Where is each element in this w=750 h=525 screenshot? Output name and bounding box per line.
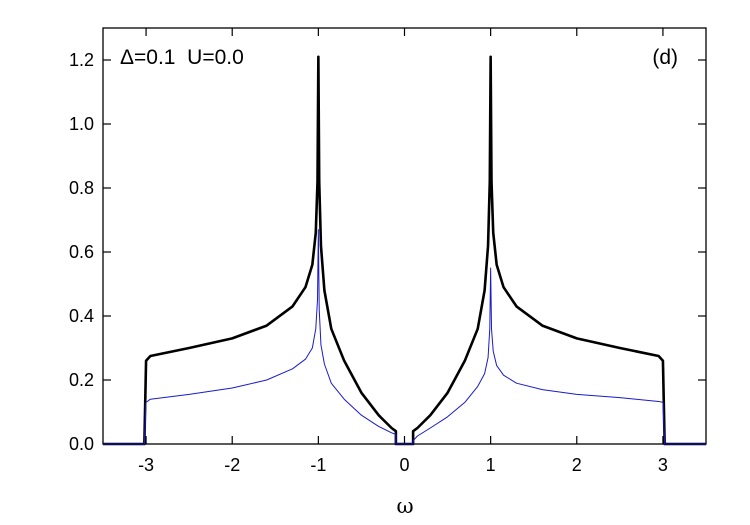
plot-frame (102, 27, 707, 445)
x-tick-label: 1 (486, 455, 496, 475)
x-tick-label: -3 (138, 455, 154, 475)
series-line-blue (103, 229, 706, 445)
y-tick-label: 0.2 (69, 370, 94, 390)
x-tick-label: 0 (399, 455, 409, 475)
x-tick-label: -2 (224, 455, 240, 475)
annotation-panel-label: (d) (652, 46, 678, 69)
annotation-parameters: Δ=0.1 U=0.0 (120, 46, 244, 69)
x-tick-label: -1 (310, 455, 326, 475)
y-tick-label: 1.2 (69, 50, 94, 70)
y-tick-label: 0.4 (69, 306, 94, 326)
x-axis-label: ω (396, 494, 413, 518)
x-tick-label: 3 (658, 455, 668, 475)
y-tick-label: 0.6 (69, 242, 94, 262)
series-line-black (103, 55, 706, 446)
x-tick-label: 2 (572, 455, 582, 475)
y-tick-label: 0.8 (69, 178, 94, 198)
y-tick-label: 0.0 (69, 434, 94, 454)
y-tick-label: 1.0 (69, 114, 94, 134)
